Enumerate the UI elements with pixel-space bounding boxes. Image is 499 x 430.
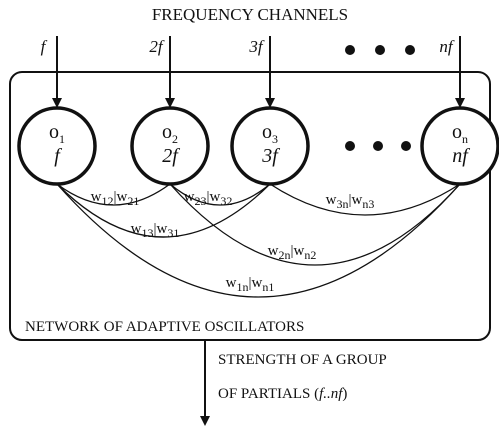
oscillator-name: o3 [262, 121, 278, 146]
text: | [248, 275, 251, 291]
text: w [131, 221, 142, 237]
text: w [326, 192, 337, 208]
text: o [452, 121, 462, 143]
text: f..nf [319, 386, 344, 402]
text: | [348, 192, 351, 208]
network-label: NETWORK OF ADAPTIVE OSCILLATORS [25, 319, 304, 335]
subscript: 1n [236, 280, 248, 294]
subscript: 3n [336, 197, 348, 211]
input-label: 3f [248, 37, 265, 56]
text: | [153, 221, 156, 237]
subscript: n3 [362, 197, 374, 211]
weight-label: w12|w21 [91, 189, 140, 208]
output-line2: OF PARTIALS (f..nf) [218, 386, 347, 402]
oscillator [130, 106, 210, 186]
text: | [206, 189, 209, 205]
text: w [226, 275, 237, 291]
subscript: 13 [141, 226, 153, 240]
subscript: 12 [101, 194, 113, 208]
oscillator-freq: 3f [261, 145, 280, 167]
text: ) [342, 386, 347, 402]
text: w [294, 243, 305, 259]
subscript: 21 [127, 194, 139, 208]
weight-label: w3n|wn3 [326, 192, 375, 211]
oscillator-name: o1 [49, 121, 65, 146]
text: o [49, 121, 59, 143]
text: o [262, 121, 272, 143]
text: w [210, 189, 221, 205]
text: w [268, 243, 279, 259]
subscript: 23 [194, 194, 206, 208]
subscript: n2 [304, 248, 316, 262]
text: | [113, 189, 116, 205]
text: w [352, 192, 363, 208]
title: FREQUENCY CHANNELS [152, 5, 348, 24]
network-box [9, 71, 491, 341]
oscillator-freq: nf [452, 145, 470, 167]
subscript: 1 [59, 132, 65, 146]
oscillator-name: o2 [162, 121, 178, 146]
subscript: 3 [272, 132, 278, 146]
text: OF PARTIALS ( [218, 386, 319, 402]
subscript: 32 [220, 194, 232, 208]
text: o [162, 121, 172, 143]
input-label: f [41, 37, 48, 56]
text: w [117, 189, 128, 205]
weight-label: w1n|wn1 [226, 275, 275, 294]
text: w [91, 189, 102, 205]
ellipsis [345, 45, 415, 151]
text: w [157, 221, 168, 237]
oscillator-freq: 2f [162, 145, 180, 167]
subscript: 31 [167, 226, 179, 240]
input-label: nf [439, 37, 455, 56]
input-label: 2f [149, 37, 165, 56]
weight-label: w13|w31 [131, 221, 180, 240]
text: | [290, 243, 293, 259]
subscript: 2 [172, 132, 178, 146]
text: w [252, 275, 263, 291]
weight-label: w2n|wn2 [268, 243, 317, 262]
connections [56, 183, 461, 298]
oscillator [17, 106, 97, 186]
weight-label: w23|w32 [184, 189, 233, 208]
text: w [184, 189, 195, 205]
oscillator [230, 106, 310, 186]
subscript: n1 [262, 280, 274, 294]
oscillator-freq: f [54, 145, 62, 167]
subscript: 2n [278, 248, 290, 262]
output-line1: STRENGTH OF A GROUP [218, 352, 387, 368]
oscillator-name: on [452, 121, 468, 146]
oscillator [420, 106, 499, 186]
subscript: n [462, 132, 468, 146]
